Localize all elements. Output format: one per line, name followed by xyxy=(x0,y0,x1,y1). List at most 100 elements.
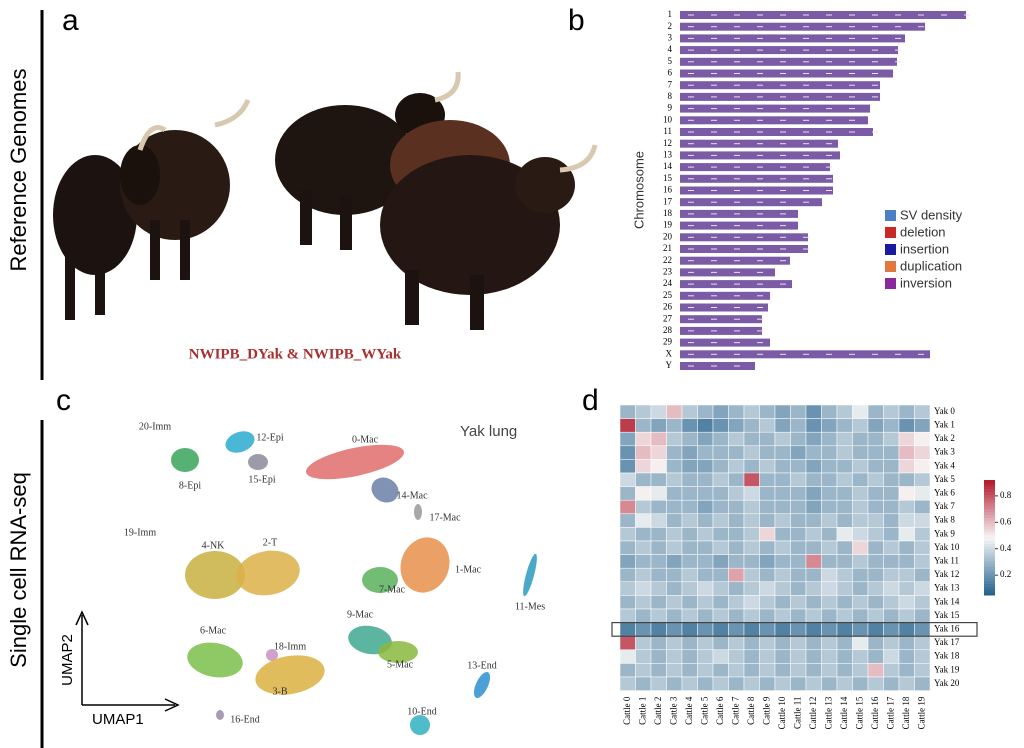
heatmap-cell xyxy=(805,499,822,515)
heatmap-cell xyxy=(635,635,652,651)
heatmap-cell xyxy=(914,649,931,664)
heatmap-cell xyxy=(759,595,776,610)
heatmap-cell xyxy=(712,608,729,623)
heatmap-cell xyxy=(790,418,807,433)
heatmap-cell xyxy=(790,527,807,542)
heatmap-cell xyxy=(619,499,636,515)
heatmap-cell xyxy=(666,622,683,637)
heatmap-cell xyxy=(821,527,838,542)
heatmap-cell xyxy=(836,649,853,664)
heatmap-cell xyxy=(681,676,698,691)
column-label: Cattle 6 xyxy=(715,696,725,725)
heatmap-cell xyxy=(728,499,745,515)
heatmap-cell xyxy=(867,499,884,515)
colorbar-step xyxy=(984,485,995,490)
heatmap-cell xyxy=(697,581,714,596)
heatmap-cell xyxy=(836,608,853,623)
row-label: Yak 16 xyxy=(934,623,960,633)
cluster-label: 6-Mac xyxy=(200,625,227,636)
heatmap-cell xyxy=(821,676,838,691)
colorbar-step xyxy=(984,491,995,495)
heatmap-cell xyxy=(728,635,745,651)
heatmap-cell xyxy=(852,445,869,460)
heatmap-cell xyxy=(883,649,900,664)
heatmap-cell xyxy=(914,486,931,501)
colorbar-step xyxy=(984,537,995,541)
heatmap-cell xyxy=(790,459,807,474)
column-label: Cattle 14 xyxy=(839,696,849,729)
cluster-label: 19-Imm xyxy=(124,527,156,538)
category-label: 8 xyxy=(668,91,673,101)
heatmap-cell xyxy=(666,554,683,569)
heatmap-cell xyxy=(728,554,745,569)
heatmap-cell xyxy=(867,459,884,474)
heatmap-cell xyxy=(650,595,667,610)
heatmap-cell xyxy=(867,404,884,419)
heatmap-cell xyxy=(774,554,791,569)
bar xyxy=(680,128,873,136)
colorbar-step xyxy=(984,508,995,513)
heatmap-cell xyxy=(681,595,698,610)
heatmap-cell xyxy=(867,567,884,583)
colorbar-step xyxy=(984,580,995,584)
column-label: Cattle 2 xyxy=(653,697,663,725)
cluster-label: 14-Mac xyxy=(396,490,428,501)
panel-letter: c xyxy=(56,384,71,417)
heatmap-cell xyxy=(852,608,869,623)
heatmap-cell xyxy=(666,486,683,501)
heatmap-cell xyxy=(883,499,900,515)
colorbar-step xyxy=(984,546,995,550)
heatmap-cell xyxy=(635,404,652,419)
heatmap-cell xyxy=(805,608,822,623)
heatmap-cell xyxy=(743,527,760,542)
heatmap-cell xyxy=(759,459,776,474)
heatmap-cell xyxy=(619,486,636,501)
colorbar-step xyxy=(984,528,995,533)
heatmap-cell xyxy=(836,635,853,651)
heatmap-cell xyxy=(898,445,915,460)
yak-illustration xyxy=(53,71,598,330)
colorbar-step xyxy=(984,500,995,504)
legend-swatch xyxy=(885,210,896,221)
colorbar-step xyxy=(984,488,995,492)
heatmap-cell xyxy=(774,635,791,651)
legend-swatch xyxy=(885,244,896,255)
heatmap-cell xyxy=(836,595,853,610)
heatmap-cell xyxy=(821,513,838,528)
row-label: Yak 2 xyxy=(934,433,955,443)
heatmap-cell xyxy=(790,608,807,623)
heatmap-cell xyxy=(898,622,915,637)
row-label: Yak 18 xyxy=(934,651,960,661)
heatmap-cell xyxy=(743,404,760,419)
cluster-blob xyxy=(187,642,243,678)
heatmap-cell xyxy=(666,499,683,515)
heatmap-cell xyxy=(743,418,760,433)
heatmap-cell xyxy=(681,459,698,474)
heatmap-cell xyxy=(635,649,652,664)
heatmap-cell xyxy=(836,540,853,555)
bar xyxy=(680,163,830,172)
heatmap-cell xyxy=(883,554,900,569)
heatmap-cell xyxy=(728,527,745,542)
heatmap-cell xyxy=(805,486,822,501)
bar xyxy=(680,186,833,195)
heatmap-cell xyxy=(898,431,915,447)
heatmap-cell xyxy=(867,527,884,542)
colorbar-step xyxy=(984,511,995,515)
heatmap-cell xyxy=(852,472,869,487)
category-label: 28 xyxy=(663,325,673,335)
category-label: 25 xyxy=(663,290,673,300)
cluster-label: 10-End xyxy=(407,706,436,717)
image-caption: NWIPB_DYak & NWIPB_WYak xyxy=(189,346,402,362)
heatmap-cell xyxy=(914,581,931,596)
heatmap-cell xyxy=(743,581,760,596)
heatmap-cell xyxy=(650,554,667,569)
cluster-label: 7-Mac xyxy=(379,584,406,595)
heatmap-cell xyxy=(712,527,729,542)
heatmap-cell xyxy=(774,676,791,691)
heatmap-cell xyxy=(697,404,714,419)
cluster-blob xyxy=(216,710,224,720)
heatmap-cell xyxy=(666,431,683,447)
heatmap-cell xyxy=(852,540,869,555)
heatmap-cell xyxy=(836,527,853,542)
